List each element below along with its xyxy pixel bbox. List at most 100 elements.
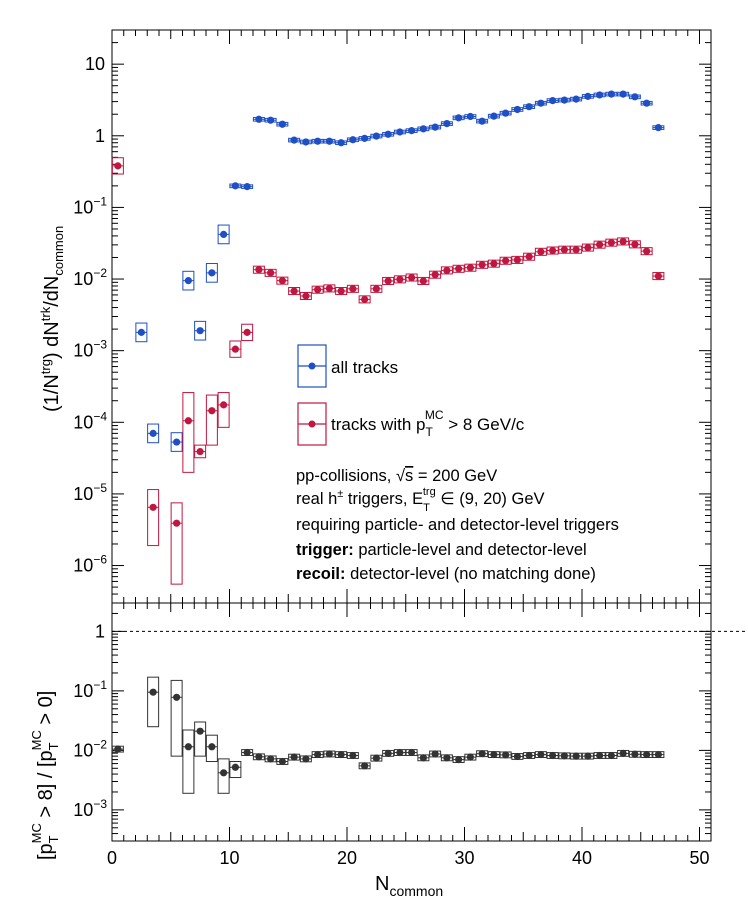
all-tracks-point bbox=[267, 116, 275, 124]
axis-title-sub: T bbox=[46, 742, 61, 750]
all-tracks-point bbox=[314, 137, 322, 145]
ratio-point bbox=[490, 750, 498, 759]
tracks-pt8-point bbox=[643, 247, 651, 255]
bottom-y-tick-label: 1 bbox=[95, 621, 105, 641]
tracks-pt8-point bbox=[231, 345, 239, 353]
all-tracks-point bbox=[196, 327, 204, 335]
axis-title-part: /dN bbox=[41, 276, 63, 307]
ratio-point bbox=[396, 748, 404, 757]
tick-exponent: −1 bbox=[93, 194, 107, 208]
all-tracks-point bbox=[502, 109, 510, 117]
x-tick-label: 30 bbox=[454, 848, 474, 868]
all-tracks-point bbox=[466, 112, 474, 121]
all-tracks-point bbox=[349, 136, 357, 144]
ratio-point bbox=[502, 751, 510, 759]
tracks-pt8-point bbox=[408, 273, 416, 282]
ratio-point bbox=[149, 688, 157, 696]
ratio-point bbox=[325, 750, 333, 758]
tracks-pt8-point bbox=[337, 287, 345, 295]
tick-exponent: −3 bbox=[93, 338, 107, 352]
top-series-layer bbox=[111, 90, 665, 585]
all-tracks-point bbox=[278, 120, 286, 128]
ratio-point bbox=[184, 743, 192, 751]
all-tracks-point bbox=[443, 119, 451, 128]
all-tracks-point bbox=[643, 99, 651, 107]
x-axis: 0 10 20 30 40 50 bbox=[107, 30, 710, 868]
tracks-pt8-point bbox=[596, 241, 604, 249]
axis-title-sub: common bbox=[51, 226, 66, 276]
legend-label-sub: T bbox=[425, 425, 433, 439]
tick-mantissa: 10 bbox=[73, 556, 93, 576]
top-y-tick-label: 10−2 bbox=[73, 266, 107, 289]
ratio-point bbox=[419, 754, 427, 762]
tracks-pt8-point bbox=[455, 265, 463, 273]
tick-exponent: −5 bbox=[93, 481, 107, 495]
legend-marker-all-tracks bbox=[308, 362, 316, 370]
ratio-point bbox=[596, 751, 604, 760]
ratio-point bbox=[525, 751, 533, 760]
ratio-syst-box bbox=[170, 679, 183, 757]
axis-title-sup: trk bbox=[38, 306, 53, 321]
tracks-pt8-point bbox=[114, 162, 122, 170]
tracks-pt8-point bbox=[361, 295, 369, 303]
tick-exponent: −6 bbox=[93, 553, 107, 567]
all-tracks-point bbox=[396, 128, 404, 136]
all-tracks-point bbox=[220, 230, 228, 238]
tracks-pt8-point bbox=[478, 261, 486, 269]
tracks-pt8-point bbox=[490, 260, 498, 268]
tick-mantissa: 10 bbox=[73, 269, 93, 289]
tracks-pt8-syst-box bbox=[170, 502, 183, 585]
x-axis-title: Ncommon bbox=[375, 873, 443, 899]
ratio-point bbox=[478, 750, 486, 758]
axis-title-part: (1/N bbox=[41, 374, 63, 412]
tracks-pt8-point bbox=[255, 266, 263, 274]
bottom-series-layer bbox=[111, 676, 665, 794]
ratio-point bbox=[208, 743, 216, 751]
annotation-part: particle-level and detector-level bbox=[354, 541, 587, 559]
annotation-part: = 200 GeV bbox=[413, 467, 497, 485]
annotation-block: pp-collisions, √s = 200 GeV real h± trig… bbox=[296, 467, 619, 583]
all-tracks-point bbox=[631, 93, 639, 101]
annotation-bold: trigger: bbox=[296, 541, 354, 559]
axis-title-sub: T bbox=[46, 835, 61, 843]
annotation-part: real h bbox=[296, 490, 337, 508]
top-y-tick-label: 10−6 bbox=[73, 553, 107, 576]
ratio-point bbox=[337, 750, 345, 759]
annotation-line-recoil: recoil: detector-level (no matching done… bbox=[296, 565, 596, 583]
top-y-tick-label: 10−1 bbox=[73, 194, 107, 217]
all-tracks-point bbox=[490, 112, 498, 120]
axis-title-part: N bbox=[375, 873, 389, 895]
ratio-point bbox=[572, 752, 580, 760]
axis-title-part: ) dN bbox=[41, 321, 63, 359]
all-tracks-point bbox=[372, 132, 380, 140]
annotation-part: pp-collisions, bbox=[296, 467, 396, 485]
ratio-syst-box bbox=[229, 761, 242, 779]
tick-exponent: −1 bbox=[93, 678, 107, 692]
tracks-pt8-point bbox=[513, 256, 521, 264]
all-tracks-point bbox=[513, 105, 521, 114]
all-tracks-point bbox=[255, 115, 263, 123]
tracks-pt8-point bbox=[290, 287, 298, 295]
tick-mantissa: 10 bbox=[73, 412, 93, 432]
x-tick-label: 50 bbox=[689, 848, 709, 868]
tracks-pt8-point bbox=[619, 237, 627, 246]
legend-label-part: tracks with p bbox=[331, 415, 425, 434]
all-tracks-point bbox=[243, 183, 251, 191]
all-tracks-point bbox=[478, 117, 486, 125]
tracks-pt8-point bbox=[220, 401, 228, 409]
ratio-point bbox=[220, 769, 228, 777]
all-tracks-point bbox=[525, 103, 533, 111]
all-tracks-point bbox=[337, 139, 345, 147]
all-tracks-point bbox=[231, 182, 239, 190]
all-tracks-point bbox=[455, 114, 463, 122]
x-tick-label: 40 bbox=[572, 848, 592, 868]
tracks-pt8-point bbox=[173, 519, 181, 527]
tracks-pt8-point bbox=[325, 284, 333, 293]
tracks-pt8-point bbox=[419, 277, 427, 285]
ratio-point bbox=[549, 751, 557, 760]
all-tracks-point bbox=[173, 438, 181, 446]
all-tracks-point bbox=[361, 134, 369, 142]
axis-title-part: [p bbox=[35, 843, 57, 860]
ratio-point bbox=[560, 752, 568, 760]
tracks-pt8-syst-box bbox=[217, 392, 230, 428]
